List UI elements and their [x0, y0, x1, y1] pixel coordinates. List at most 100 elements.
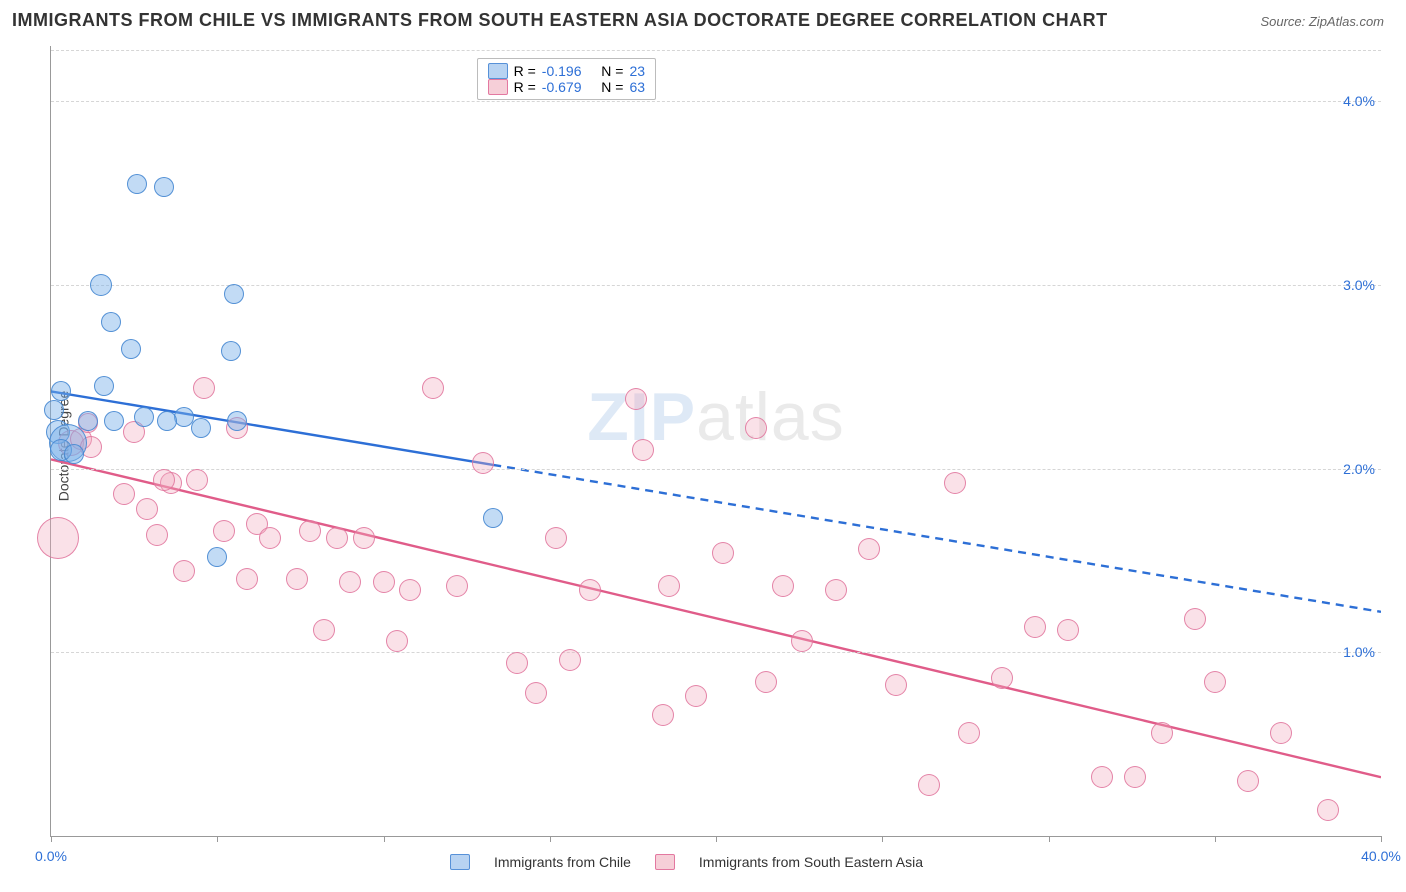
x-tick — [1215, 836, 1216, 842]
x-tick — [384, 836, 385, 842]
data-point — [1237, 770, 1259, 792]
gridline — [51, 50, 1381, 51]
plot-area: ZIPatlas R = -0.196 N = 23 R = -0.679 N … — [50, 46, 1381, 837]
chart-title: IMMIGRANTS FROM CHILE VS IMMIGRANTS FROM… — [12, 10, 1108, 31]
data-point — [579, 579, 601, 601]
series-legend: Immigrants from Chile Immigrants from So… — [450, 854, 923, 870]
data-point — [78, 411, 98, 431]
legend-sea-label: Immigrants from South Eastern Asia — [699, 854, 923, 870]
data-point — [313, 619, 335, 641]
data-point — [146, 524, 168, 546]
y-tick-label: 3.0% — [1343, 277, 1375, 293]
legend-chile-label: Immigrants from Chile — [494, 854, 631, 870]
data-point — [1091, 766, 1113, 788]
source-label: Source: ZipAtlas.com — [1260, 14, 1384, 29]
data-point — [90, 274, 112, 296]
gridline — [51, 285, 1381, 286]
data-point — [113, 483, 135, 505]
data-point — [286, 568, 308, 590]
data-point — [712, 542, 734, 564]
data-point — [193, 377, 215, 399]
data-point — [991, 667, 1013, 689]
data-point — [186, 469, 208, 491]
x-tick-label: 0.0% — [35, 848, 67, 864]
data-point — [154, 177, 174, 197]
data-point — [353, 527, 375, 549]
data-point — [944, 472, 966, 494]
gridline — [51, 652, 1381, 653]
data-point — [559, 649, 581, 671]
data-point — [772, 575, 794, 597]
r-label: R = — [514, 79, 536, 95]
data-point — [121, 339, 141, 359]
data-point — [221, 341, 241, 361]
data-point — [885, 674, 907, 696]
data-point — [483, 508, 503, 528]
x-tick — [217, 836, 218, 842]
data-point — [625, 388, 647, 410]
data-point — [422, 377, 444, 399]
data-point — [791, 630, 813, 652]
data-point — [207, 547, 227, 567]
data-point — [51, 381, 71, 401]
data-point — [173, 560, 195, 582]
data-point — [399, 579, 421, 601]
x-tick — [1049, 836, 1050, 842]
legend-row-sea: R = -0.679 N = 63 — [488, 79, 645, 95]
chile-r-value: -0.196 — [542, 63, 582, 79]
data-point — [191, 418, 211, 438]
x-tick — [716, 836, 717, 842]
data-point — [104, 411, 124, 431]
x-tick — [1381, 836, 1382, 842]
data-point — [1317, 799, 1339, 821]
sea-n-value: 63 — [629, 79, 645, 95]
data-point — [213, 520, 235, 542]
data-point — [525, 682, 547, 704]
data-point — [127, 174, 147, 194]
data-point — [958, 722, 980, 744]
data-point — [153, 469, 175, 491]
gridline — [51, 469, 1381, 470]
data-point — [632, 439, 654, 461]
data-point — [1057, 619, 1079, 641]
sea-r-value: -0.679 — [542, 79, 582, 95]
swatch-chile-icon — [450, 854, 470, 870]
correlation-legend: R = -0.196 N = 23 R = -0.679 N = 63 — [477, 58, 656, 100]
trend-lines — [51, 46, 1381, 836]
n-label: N = — [601, 63, 623, 79]
data-point — [44, 400, 64, 420]
data-point — [685, 685, 707, 707]
y-tick-label: 2.0% — [1343, 461, 1375, 477]
data-point — [94, 376, 114, 396]
data-point — [299, 520, 321, 542]
data-point — [64, 444, 84, 464]
data-point — [506, 652, 528, 674]
data-point — [224, 284, 244, 304]
data-point — [136, 498, 158, 520]
data-point — [236, 568, 258, 590]
data-point — [37, 517, 79, 559]
data-point — [858, 538, 880, 560]
data-point — [227, 411, 247, 431]
watermark-suffix: atlas — [696, 379, 845, 455]
data-point — [825, 579, 847, 601]
data-point — [1204, 671, 1226, 693]
x-tick — [51, 836, 52, 842]
data-point — [446, 575, 468, 597]
x-tick-label: 40.0% — [1361, 848, 1401, 864]
chile-n-value: 23 — [629, 63, 645, 79]
watermark: ZIPatlas — [587, 378, 844, 456]
r-label: R = — [514, 63, 536, 79]
x-tick — [882, 836, 883, 842]
data-point — [1151, 722, 1173, 744]
data-point — [755, 671, 777, 693]
data-point — [1024, 616, 1046, 638]
y-tick-label: 1.0% — [1343, 644, 1375, 660]
data-point — [1124, 766, 1146, 788]
data-point — [918, 774, 940, 796]
swatch-sea-icon — [488, 79, 508, 95]
data-point — [101, 312, 121, 332]
data-point — [157, 411, 177, 431]
gridline — [51, 101, 1381, 102]
data-point — [1184, 608, 1206, 630]
